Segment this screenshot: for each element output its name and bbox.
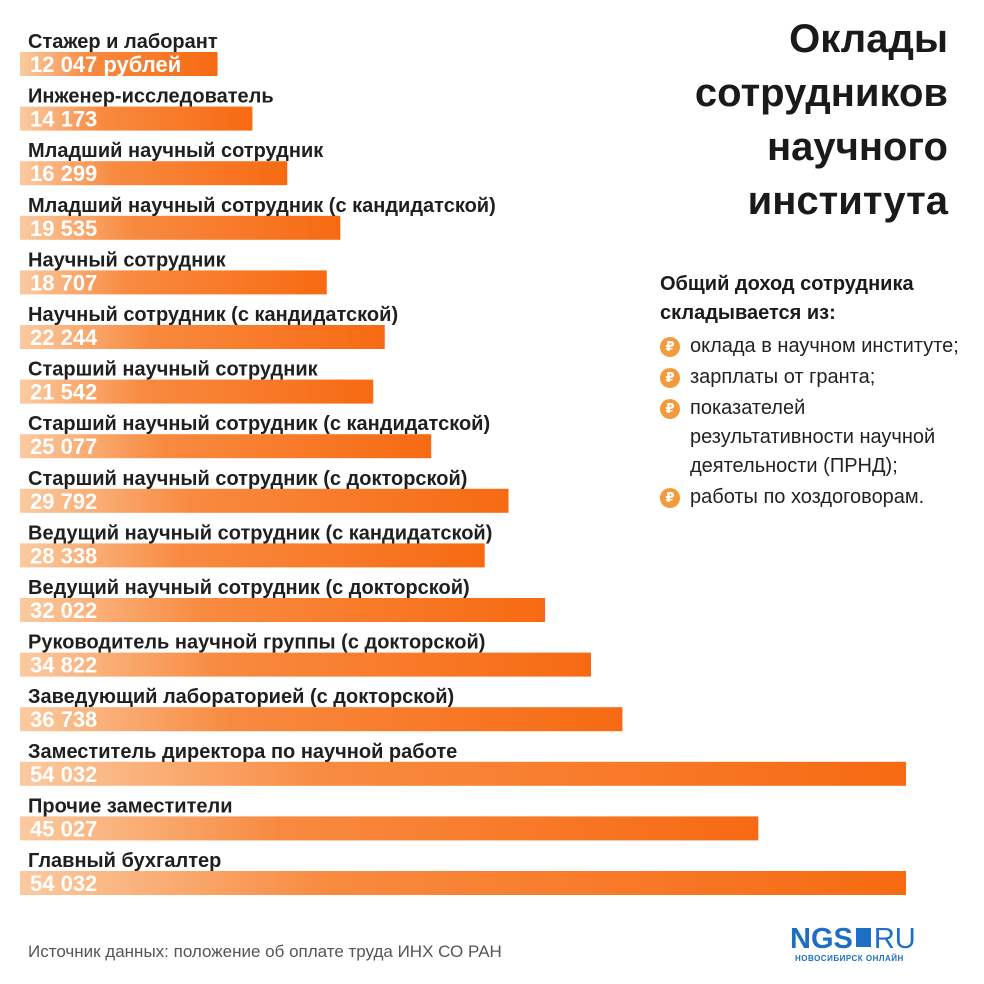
salary-bar xyxy=(20,379,374,404)
income-source-item: ₽ работы по хоздоговорам. xyxy=(660,483,970,512)
salary-bar xyxy=(20,816,759,841)
logo-square-icon xyxy=(855,928,871,947)
category-label: Старший научный сотрудник (с докторской) xyxy=(28,468,467,490)
salary-bar xyxy=(20,215,341,240)
salary-bar xyxy=(20,652,592,677)
category-label: Заместитель директора по научной работе xyxy=(28,741,457,763)
salary-bar xyxy=(20,871,906,895)
category-label: Прочие заместители xyxy=(28,795,232,817)
ngs-logo[interactable]: NGS RU НОВОСИБИРСК ОНЛАЙН xyxy=(790,924,956,966)
value-label: 45 027 xyxy=(30,816,97,841)
income-source-item: ₽ оклада в научном институте; xyxy=(660,332,970,361)
logo-ru-text: RU xyxy=(873,923,916,955)
income-info-panel: Общий доход сотрудника складывается из: … xyxy=(660,270,970,514)
value-label: 29 792 xyxy=(30,489,97,514)
value-label: 54 032 xyxy=(30,762,97,787)
value-label: 16 299 xyxy=(30,161,97,186)
category-label: Стажер и лаборант xyxy=(28,31,218,53)
income-source-text: зарплаты от гранта; xyxy=(690,366,876,388)
category-label: Главный бухгалтер xyxy=(28,850,221,872)
category-label: Заведующий лабораторией (с докторской) xyxy=(28,686,454,708)
page-title: Оклады сотрудников научного института xyxy=(694,17,948,223)
salary-bar xyxy=(20,325,385,349)
category-label: Ведущий научный сотрудник (с кандидатско… xyxy=(28,522,492,544)
ruble-icon: ₽ xyxy=(660,399,680,419)
salary-bar xyxy=(20,761,906,786)
category-label: Научный сотрудник xyxy=(28,249,227,271)
value-label: 32 022 xyxy=(30,598,97,623)
category-label: Младший научный сотрудник (с кандидатско… xyxy=(28,195,496,217)
category-label: Младший научный сотрудник xyxy=(28,140,324,162)
salary-bar xyxy=(20,270,327,295)
category-label: Старший научный сотрудник xyxy=(28,359,319,381)
salary-bar xyxy=(20,161,288,186)
salary-bar xyxy=(20,598,546,622)
category-label: Инженер-исследователь xyxy=(28,86,274,108)
category-label: Научный сотрудник (с кандидатской) xyxy=(28,304,398,326)
income-info-heading: Общий доход сотрудника складывается из: xyxy=(660,273,914,324)
category-label: Ведущий научный сотрудник (с докторской) xyxy=(28,577,470,599)
logo-subtitle: НОВОСИБИРСК ОНЛАЙН xyxy=(795,954,904,963)
income-source-item: ₽ показателей результативности научной д… xyxy=(660,394,970,481)
value-label: 28 338 xyxy=(30,543,97,568)
value-label: 25 077 xyxy=(30,434,97,459)
salary-bar xyxy=(20,488,509,513)
value-label: 22 244 xyxy=(30,325,98,350)
salary-bar xyxy=(20,52,218,76)
income-source-text: работы по хоздоговорам. xyxy=(690,486,925,508)
value-label: 12 047 рублей xyxy=(30,52,181,77)
value-label: 34 822 xyxy=(30,653,97,678)
category-label: Старший научный сотрудник (с кандидатско… xyxy=(28,413,490,435)
salary-bar xyxy=(20,434,432,459)
value-label: 21 542 xyxy=(30,380,97,405)
data-source-note: Источник данных: положение об оплате тру… xyxy=(28,942,502,961)
salary-bar xyxy=(20,106,253,131)
category-label: Руководитель научной группы (с докторско… xyxy=(28,632,485,654)
value-label: 36 738 xyxy=(30,707,97,732)
salary-bar xyxy=(20,543,485,568)
ruble-icon: ₽ xyxy=(660,488,680,508)
value-label: 19 535 xyxy=(30,216,97,241)
ruble-icon: ₽ xyxy=(660,368,680,388)
income-sources-list: ₽ оклада в научном институте; ₽ зарплаты… xyxy=(660,332,970,512)
income-source-text: показателей результативности научной дея… xyxy=(690,397,936,477)
salary-bar xyxy=(20,707,623,732)
value-label: 18 707 xyxy=(30,270,97,295)
income-source-item: ₽ зарплаты от гранта; xyxy=(660,363,970,392)
ruble-icon: ₽ xyxy=(660,337,680,357)
value-label: 14 173 xyxy=(30,107,97,132)
value-label: 54 032 xyxy=(30,871,97,896)
logo-ngs-text: NGS xyxy=(790,923,853,955)
income-source-text: оклада в научном институте; xyxy=(690,335,959,357)
ngs-logo-wordmark: NGS RU xyxy=(790,924,956,954)
